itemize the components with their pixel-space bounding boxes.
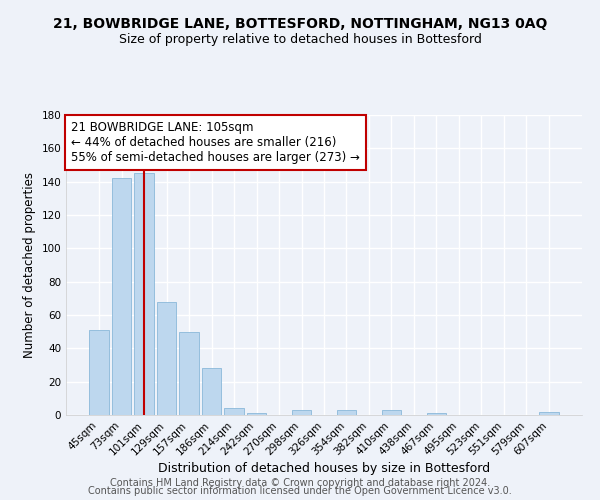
Text: 21, BOWBRIDGE LANE, BOTTESFORD, NOTTINGHAM, NG13 0AQ: 21, BOWBRIDGE LANE, BOTTESFORD, NOTTINGH…	[53, 18, 547, 32]
Bar	[247, 414, 266, 415]
Bar	[292, 410, 311, 415]
Text: Contains public sector information licensed under the Open Government Licence v3: Contains public sector information licen…	[88, 486, 512, 496]
Bar	[134, 174, 154, 415]
Bar	[382, 410, 401, 415]
Bar	[179, 332, 199, 415]
Y-axis label: Number of detached properties: Number of detached properties	[23, 172, 36, 358]
Text: Size of property relative to detached houses in Bottesford: Size of property relative to detached ho…	[119, 32, 481, 46]
Bar	[427, 414, 446, 415]
Text: Contains HM Land Registry data © Crown copyright and database right 2024.: Contains HM Land Registry data © Crown c…	[110, 478, 490, 488]
Bar	[202, 368, 221, 415]
Bar	[539, 412, 559, 415]
Bar	[224, 408, 244, 415]
Bar	[157, 302, 176, 415]
Text: 21 BOWBRIDGE LANE: 105sqm
← 44% of detached houses are smaller (216)
55% of semi: 21 BOWBRIDGE LANE: 105sqm ← 44% of detac…	[71, 121, 360, 164]
X-axis label: Distribution of detached houses by size in Bottesford: Distribution of detached houses by size …	[158, 462, 490, 475]
Bar	[337, 410, 356, 415]
Bar	[112, 178, 131, 415]
Bar	[89, 330, 109, 415]
